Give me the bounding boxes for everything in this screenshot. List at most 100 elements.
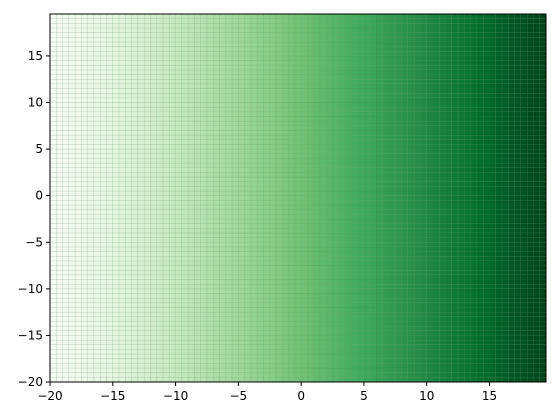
heatmap-cell	[194, 55, 201, 61]
heatmap-cell	[244, 176, 252, 182]
heatmap-cell	[357, 195, 365, 201]
heatmap-cell	[137, 200, 145, 206]
heatmap-cell	[219, 297, 226, 304]
heatmap-cell	[118, 214, 126, 220]
heatmap-cell	[401, 125, 409, 131]
heatmap-cell	[413, 274, 421, 280]
heatmap-cell	[275, 51, 283, 57]
heatmap-cell	[169, 172, 176, 178]
heatmap-cell	[326, 13, 333, 19]
heatmap-cell	[162, 83, 170, 89]
heatmap-cell	[282, 311, 289, 317]
heatmap-cell	[213, 270, 220, 276]
heatmap-cell	[56, 158, 63, 164]
heatmap-cell	[288, 228, 296, 234]
heatmap-cell	[426, 237, 434, 243]
heatmap-cell	[332, 13, 340, 19]
heatmap-cell	[351, 106, 358, 113]
heatmap-cell	[125, 260, 132, 266]
heatmap-cell	[93, 18, 101, 24]
heatmap-cell	[56, 344, 63, 350]
heatmap-cell	[439, 111, 446, 117]
heatmap-cell	[250, 204, 258, 210]
heatmap-cell	[413, 372, 421, 378]
heatmap-cell	[439, 130, 446, 136]
heatmap-cell	[445, 297, 453, 304]
heatmap-cell	[338, 204, 346, 210]
heatmap-cell	[62, 176, 70, 182]
heatmap-cell	[213, 256, 220, 262]
heatmap-cell	[194, 162, 201, 168]
heatmap-cell	[275, 46, 283, 52]
heatmap-cell	[150, 148, 157, 154]
heatmap-cell	[175, 148, 183, 154]
heatmap-cell	[187, 125, 195, 131]
heatmap-cell	[181, 330, 189, 336]
heatmap-cell	[49, 92, 57, 99]
heatmap-cell	[382, 18, 390, 24]
heatmap-cell	[131, 13, 139, 19]
heatmap-cell	[269, 181, 277, 187]
heatmap-cell	[206, 23, 214, 29]
heatmap-cell	[269, 167, 277, 173]
heatmap-cell	[100, 307, 107, 313]
heatmap-cell	[200, 97, 208, 103]
heatmap-cell	[112, 23, 120, 29]
heatmap-cell	[100, 325, 107, 331]
heatmap-cell	[125, 330, 132, 336]
heatmap-cell	[370, 69, 377, 75]
heatmap-cell	[413, 111, 421, 117]
heatmap-cell	[401, 335, 409, 341]
heatmap-cell	[338, 106, 346, 113]
heatmap-cell	[256, 242, 264, 248]
heatmap-cell	[150, 120, 157, 126]
heatmap-cell	[351, 274, 358, 280]
heatmap-cell	[313, 158, 321, 164]
heatmap-cell	[225, 120, 233, 126]
heatmap-cell	[213, 283, 220, 290]
heatmap-cell	[332, 176, 340, 182]
heatmap-cell	[156, 27, 164, 33]
heatmap-cell	[307, 158, 314, 164]
heatmap-cell	[156, 283, 164, 290]
heatmap-cell	[219, 218, 226, 224]
heatmap-cell	[143, 134, 151, 140]
heatmap-cell	[338, 274, 346, 280]
heatmap-cell	[332, 60, 340, 66]
heatmap-cell	[219, 228, 226, 234]
heatmap-cell	[169, 46, 176, 52]
heatmap-cell	[344, 288, 352, 294]
heatmap-cell	[351, 265, 358, 271]
heatmap-cell	[93, 144, 101, 150]
heatmap-cell	[231, 111, 239, 117]
heatmap-cell	[288, 65, 296, 71]
heatmap-cell	[213, 88, 220, 94]
heatmap-cell	[231, 186, 239, 192]
heatmap-cell	[363, 237, 371, 243]
heatmap-cell	[382, 32, 390, 38]
heatmap-cell	[137, 167, 145, 173]
heatmap-cell	[244, 92, 252, 99]
heatmap-cell	[81, 190, 88, 196]
heatmap-cell	[332, 256, 340, 262]
heatmap-cell	[238, 204, 245, 210]
heatmap-cell	[370, 46, 377, 52]
heatmap-cell	[288, 153, 296, 159]
heatmap-cell	[407, 65, 415, 71]
heatmap-cell	[294, 79, 302, 85]
heatmap-cell	[156, 279, 164, 285]
heatmap-cell	[87, 293, 95, 299]
heatmap-cell	[420, 37, 427, 43]
heatmap-cell	[213, 242, 220, 248]
heatmap-cell	[439, 349, 446, 355]
heatmap-cell	[213, 23, 220, 29]
heatmap-cell	[275, 367, 283, 373]
heatmap-cell	[395, 69, 402, 75]
heatmap-cell	[150, 274, 157, 280]
heatmap-cell	[307, 106, 314, 113]
heatmap-cell	[363, 246, 371, 252]
heatmap-cell	[143, 74, 151, 80]
heatmap-cell	[213, 330, 220, 336]
heatmap-cell	[263, 311, 270, 317]
heatmap-cell	[143, 293, 151, 299]
